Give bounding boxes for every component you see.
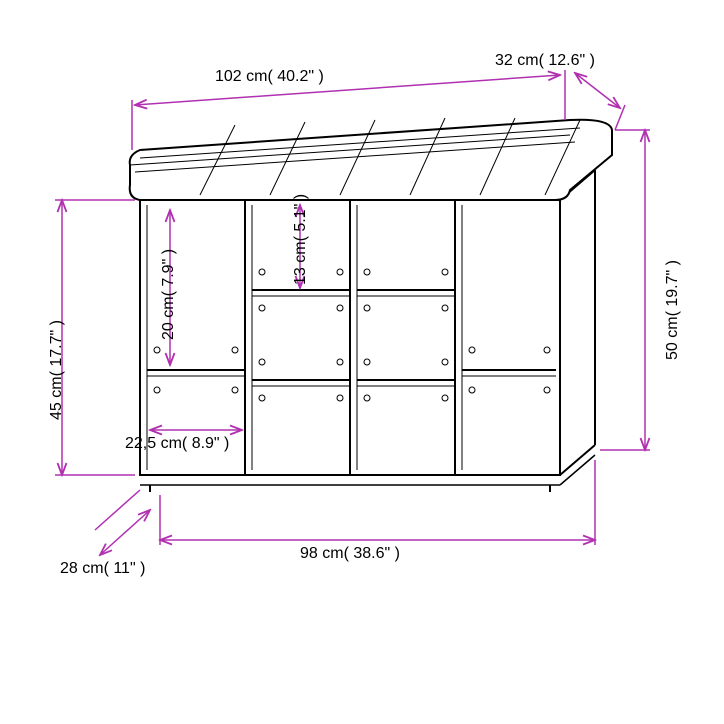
dim-shelf-13: 13 cm( 5.1" ) [292, 194, 310, 285]
dim-top-depth: 32 cm( 12.6" ) [495, 52, 595, 70]
dim-shelf-20: 20 cm( 7.9" ) [160, 249, 178, 340]
cushion [130, 118, 612, 200]
dim-base-depth: 28 cm( 11" ) [60, 560, 145, 578]
dim-shelf-width: 22,5 cm( 8.9" ) [125, 435, 229, 453]
dim-top-length: 102 cm( 40.2" ) [215, 68, 324, 86]
peg-holes [154, 269, 550, 401]
shelves [147, 290, 556, 386]
dim-base-width: 98 cm( 38.6" ) [300, 545, 400, 563]
dim-right-height: 50 cm( 19.7" ) [664, 260, 682, 360]
dim-left-outer: 45 cm( 17.7" ) [48, 320, 66, 420]
diagram-svg [0, 0, 724, 724]
